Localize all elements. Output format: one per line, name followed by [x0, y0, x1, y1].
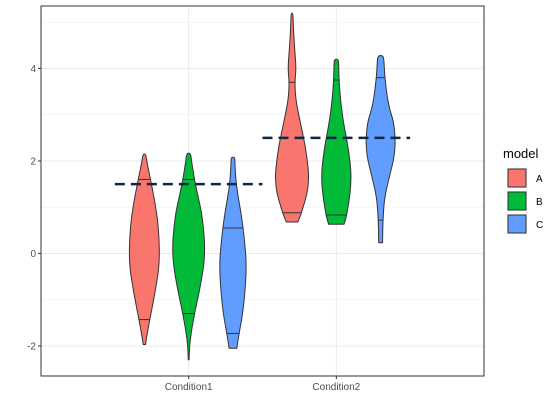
legend: model A B C: [503, 146, 543, 234]
axes: -2 0 2 4 Condition1 Condition2: [27, 64, 361, 393]
reference-lines: [114, 136, 411, 186]
panel-background: [41, 6, 484, 376]
legend-label-a: A: [536, 174, 543, 185]
legend-swatch-b: [507, 191, 527, 211]
x-tick-label: Condition2: [312, 382, 360, 393]
y-tick-label: 0: [30, 249, 36, 260]
panel-border: [40, 5, 485, 377]
violins: [128, 12, 396, 361]
legend-swatch-c: [507, 214, 527, 234]
violin-condition1-a: [128, 153, 160, 346]
legend-label-c: C: [536, 220, 543, 231]
violin-condition1-c: [219, 156, 247, 349]
x-tick-label: Condition1: [165, 382, 213, 393]
violin-condition2-b: [321, 58, 352, 225]
legend-label-b: B: [536, 197, 543, 208]
violin-condition2-a: [275, 12, 310, 223]
violin-condition2-c: [365, 54, 396, 244]
y-tick-label: -2: [27, 341, 36, 352]
y-tick-label: 2: [30, 156, 36, 167]
y-tick-label: 4: [30, 64, 36, 75]
legend-title: model: [503, 146, 539, 161]
violin-condition1-b: [172, 152, 206, 361]
legend-swatch-a: [507, 168, 527, 188]
